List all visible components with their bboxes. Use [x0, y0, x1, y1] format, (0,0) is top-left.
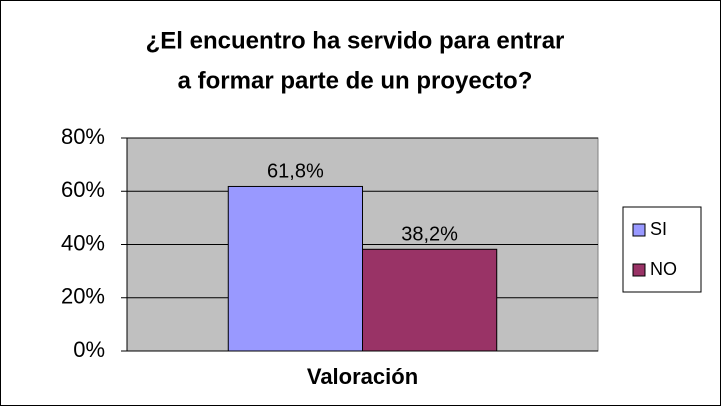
bar [227, 185, 363, 352]
legend-label: SI [650, 219, 667, 239]
y-tick-label: 20% [61, 284, 105, 309]
legend-box [622, 206, 702, 293]
chart-title: ¿El encuentro ha servido para entrar [146, 27, 565, 54]
y-tick-label: 0% [73, 337, 105, 362]
y-tick-label: 60% [61, 177, 105, 202]
legend-label: NO [650, 259, 677, 279]
value-label: 38,2% [401, 224, 458, 246]
y-tick-label: 40% [61, 230, 105, 255]
value-label: 61,8% [267, 161, 324, 183]
legend-swatch [632, 263, 646, 277]
bar [362, 248, 498, 352]
y-tick-label: 80% [61, 124, 105, 149]
legend-swatch [632, 223, 646, 237]
x-tick-label: Valoración [307, 364, 418, 389]
chart-title: a formar parte de un proyecto? [178, 67, 533, 94]
